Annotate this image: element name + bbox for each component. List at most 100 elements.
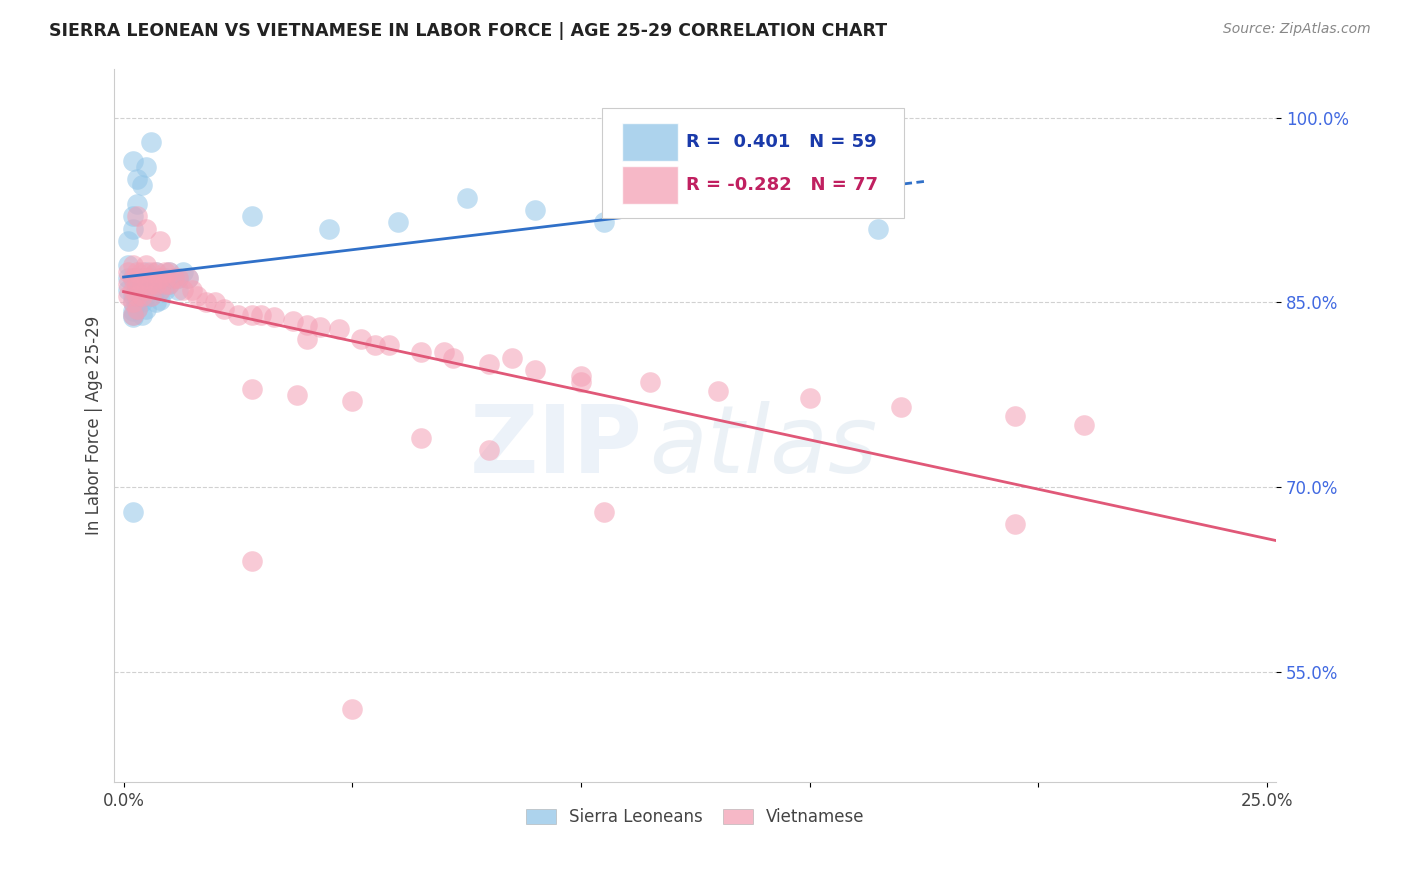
Point: [153, 277, 176, 291]
Point: [121, 259, 143, 273]
Point: [433, 344, 456, 359]
Point: [285, 387, 308, 401]
Point: [127, 270, 149, 285]
Text: R = -0.282   N = 77: R = -0.282 N = 77: [686, 176, 877, 194]
FancyBboxPatch shape: [621, 166, 678, 204]
Point: [309, 320, 332, 334]
Point: [131, 264, 153, 278]
Point: [139, 277, 162, 291]
Point: [145, 277, 167, 291]
Point: [167, 270, 190, 285]
Text: atlas: atlas: [648, 401, 877, 492]
Point: [172, 264, 194, 278]
Point: [181, 283, 204, 297]
Point: [127, 295, 149, 310]
Point: [194, 295, 217, 310]
Point: [707, 384, 730, 398]
Text: SIERRA LEONEAN VS VIETNAMESE IN LABOR FORCE | AGE 25-29 CORRELATION CHART: SIERRA LEONEAN VS VIETNAMESE IN LABOR FO…: [49, 22, 887, 40]
Y-axis label: In Labor Force | Age 25-29: In Labor Force | Age 25-29: [86, 316, 103, 535]
Point: [121, 505, 143, 519]
Point: [592, 215, 614, 229]
Point: [121, 308, 143, 322]
Point: [139, 289, 162, 303]
Point: [661, 191, 683, 205]
Point: [121, 308, 143, 322]
Point: [127, 301, 149, 316]
Point: [478, 443, 501, 458]
Point: [212, 301, 235, 316]
Point: [1004, 516, 1026, 531]
Point: [378, 338, 401, 352]
Point: [117, 264, 139, 278]
Point: [1004, 409, 1026, 423]
Point: [121, 295, 143, 310]
Point: [127, 277, 149, 291]
Point: [149, 270, 172, 285]
Point: [135, 270, 157, 285]
Point: [135, 221, 157, 235]
Point: [149, 270, 172, 285]
Point: [127, 301, 149, 316]
Point: [157, 264, 180, 278]
Point: [364, 338, 387, 352]
Point: [121, 153, 143, 168]
Point: [127, 197, 149, 211]
Point: [145, 264, 167, 278]
Point: [135, 283, 157, 297]
Point: [131, 295, 153, 310]
Point: [478, 357, 501, 371]
Point: [139, 264, 162, 278]
Point: [127, 264, 149, 278]
Point: [409, 344, 432, 359]
Point: [226, 308, 249, 322]
Point: [117, 277, 139, 291]
Point: [121, 289, 143, 303]
FancyBboxPatch shape: [621, 123, 678, 161]
Point: [135, 301, 157, 316]
Point: [139, 136, 162, 150]
Text: R =  0.401   N = 59: R = 0.401 N = 59: [686, 133, 876, 151]
Point: [157, 277, 180, 291]
Text: Source: ZipAtlas.com: Source: ZipAtlas.com: [1223, 22, 1371, 37]
Point: [524, 202, 547, 217]
Point: [157, 264, 180, 278]
Point: [121, 221, 143, 235]
Point: [131, 289, 153, 303]
Point: [131, 270, 153, 285]
Point: [135, 277, 157, 291]
Point: [318, 221, 340, 235]
Point: [149, 283, 172, 297]
Point: [139, 270, 162, 285]
Point: [145, 283, 167, 297]
Point: [153, 264, 176, 278]
Point: [117, 259, 139, 273]
Point: [821, 197, 844, 211]
Point: [240, 209, 263, 223]
Point: [135, 160, 157, 174]
Point: [145, 264, 167, 278]
Point: [149, 283, 172, 297]
Point: [163, 270, 186, 285]
Point: [117, 289, 139, 303]
Point: [569, 376, 592, 390]
Point: [249, 308, 271, 322]
Point: [868, 221, 890, 235]
Point: [131, 178, 153, 193]
Point: [117, 234, 139, 248]
Point: [240, 308, 263, 322]
Point: [204, 295, 226, 310]
Point: [149, 293, 172, 307]
Point: [121, 304, 143, 318]
Point: [176, 270, 198, 285]
Point: [127, 289, 149, 303]
Point: [117, 270, 139, 285]
Point: [176, 270, 198, 285]
Point: [153, 270, 176, 285]
Point: [281, 314, 304, 328]
Legend: Sierra Leoneans, Vietnamese: Sierra Leoneans, Vietnamese: [517, 800, 873, 835]
Point: [121, 270, 143, 285]
Point: [121, 283, 143, 297]
Point: [890, 400, 912, 414]
Point: [121, 310, 143, 325]
Point: [131, 283, 153, 297]
